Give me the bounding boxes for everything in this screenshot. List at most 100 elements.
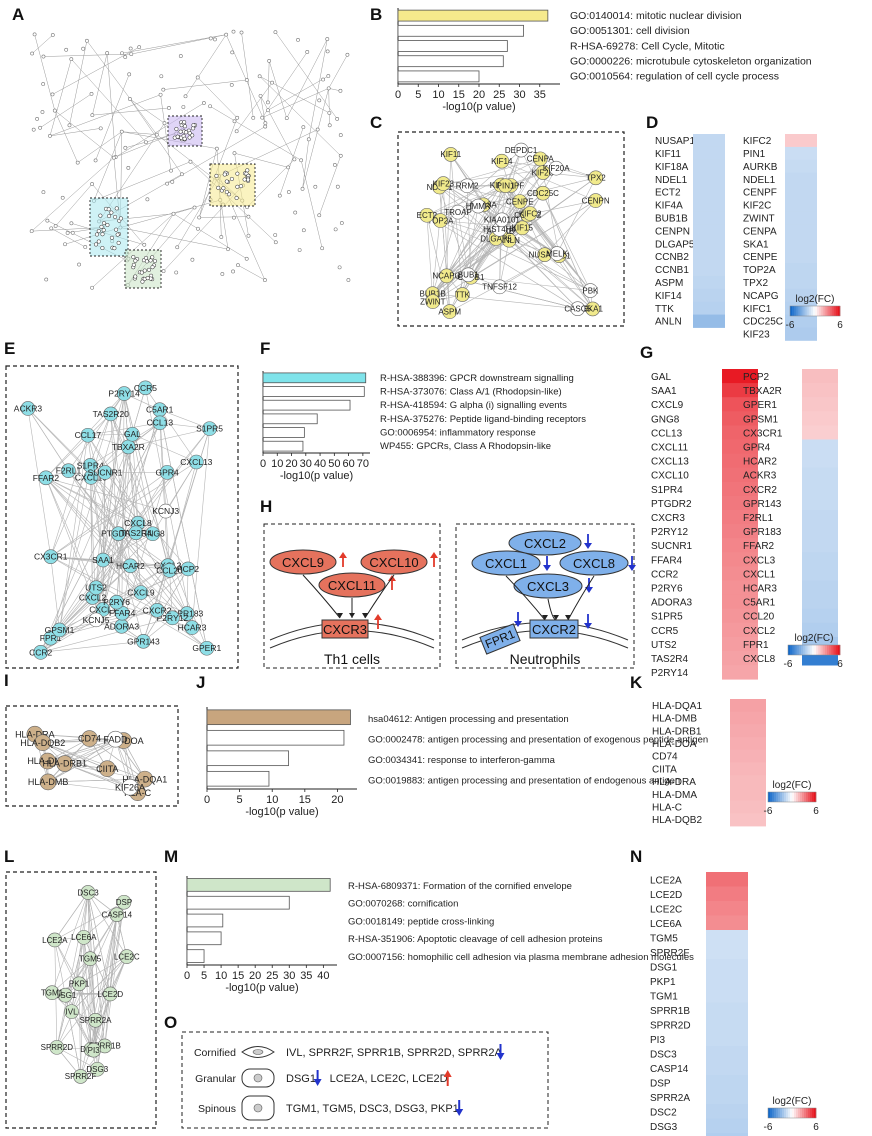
- bar-chart-J-tick-label: 0: [204, 794, 210, 806]
- heatmap-D-cell: [785, 237, 817, 251]
- network-E-gene-label: ADORA3: [104, 621, 139, 631]
- heatmap-K-scale-swatch: [768, 792, 771, 802]
- heatmap-N-gene-label: LCE2A: [650, 875, 682, 886]
- heatmap-N-cell: [706, 930, 748, 945]
- network-E-gene-label: FFAR4: [109, 608, 136, 618]
- heatmap-N-scale-swatch: [794, 1108, 797, 1118]
- heatmap-N-gene-label: LCE2C: [650, 904, 682, 915]
- heatmap-G-gene-label: CXCL9: [651, 400, 684, 411]
- bar-chart-J-bar: [206, 770, 270, 787]
- bar-chart-J-bar: [206, 750, 289, 767]
- panel-letter-F: F: [260, 339, 270, 358]
- network-E-gene-label: TBXA2R: [112, 442, 145, 452]
- bar-chart-J-tick-label: 10: [266, 794, 278, 806]
- network-A-node: [126, 166, 131, 170]
- heatmap-D-gene-label: KIF18A: [655, 162, 689, 173]
- bar-chart-F-category-label: GO:0006954: inflammatory response: [380, 428, 536, 439]
- heatmap-D-cell: [693, 198, 725, 212]
- network-A-node: [201, 101, 206, 105]
- network-A-node: [64, 47, 69, 52]
- network-A-node: [197, 215, 202, 220]
- heatmap-G-cell: [802, 580, 838, 595]
- network-A-node: [77, 262, 81, 267]
- heatmap-D-gene-label: KIFC2: [743, 136, 772, 147]
- network-L-gene-label: PI3: [88, 1046, 101, 1055]
- network-A-node: [263, 121, 268, 126]
- heatmap-N-scale-swatch: [770, 1108, 773, 1118]
- heatmap-K-gene-label: HLA-C: [652, 803, 682, 814]
- network-L-edge: [54, 939, 80, 984]
- bar-chart-M-bar: [186, 913, 224, 928]
- network-E-edge: [102, 533, 119, 610]
- network-A-node: [70, 230, 75, 235]
- network-E-edge: [27, 408, 69, 471]
- heatmap-N-cell: [706, 1046, 748, 1061]
- heatmap-G-cell: [802, 495, 838, 511]
- network-A-node: [81, 46, 86, 51]
- heatmap-N-scale-label: log2(FC): [773, 1096, 812, 1107]
- heatmap-G-gene-label: FFAR2: [743, 541, 775, 552]
- network-E-edge: [121, 472, 168, 627]
- network-E-node: [80, 427, 96, 443]
- network-L-gene-label: LCE2A: [42, 936, 68, 945]
- network-E-edge: [40, 446, 129, 653]
- bar-chart-F-bar: [262, 413, 318, 425]
- network-A-node: [50, 92, 55, 97]
- bar-chart-F-tick-label: 0: [260, 458, 266, 470]
- heatmap-D-scale-swatch: [827, 306, 830, 316]
- network-A-node: [49, 226, 54, 231]
- network-A-cluster-node: [184, 130, 189, 135]
- bar-chart-B-category-label: GO:0010564: regulation of cell cycle pro…: [570, 71, 779, 83]
- network-A-edge: [236, 82, 273, 132]
- heatmap-G-scale-swatch: [822, 645, 826, 655]
- network-A-node: [267, 58, 272, 63]
- network-A-edge: [129, 98, 165, 124]
- network-E-gene-label: TAS2R20: [93, 409, 129, 419]
- network-A-node: [326, 74, 331, 78]
- heatmap-K-scale-swatch: [780, 792, 783, 802]
- heatmap-D-cell: [693, 250, 725, 264]
- network-A-cluster-node: [116, 240, 121, 245]
- network-C-gene-label: KIF20A: [543, 164, 570, 173]
- network-A-cluster-node: [106, 214, 112, 219]
- network-E-edge: [159, 409, 210, 429]
- network-A-node: [63, 242, 67, 247]
- network-E-edge: [130, 565, 173, 619]
- heatmap-G-gene-label: GNG8: [651, 414, 680, 425]
- bar-chart-B-bar: [397, 70, 480, 83]
- network-A-edge: [54, 110, 115, 158]
- panel-letter-E: E: [4, 339, 15, 358]
- heatmap-G-gene-label: GPR4: [743, 442, 771, 453]
- network-A-edge: [160, 94, 172, 171]
- network-C-gene-label: BUB1B: [419, 289, 445, 298]
- network-A-cluster-node: [140, 279, 145, 284]
- network-I-edge: [115, 739, 131, 788]
- network-A-node: [313, 184, 318, 189]
- network-A-node: [45, 218, 50, 223]
- network-A-cluster-node: [114, 206, 119, 211]
- network-A-node: [232, 151, 237, 156]
- network-L-gene-label: DSG1: [54, 991, 76, 1000]
- heatmap-G-scale-swatch: [788, 645, 791, 655]
- network-A-node: [263, 124, 268, 129]
- heatmap-D-gene-label: CDC25C: [743, 317, 783, 328]
- network-L-gene-label: LCE2D: [97, 990, 123, 999]
- network-C-gene-label: KIF14: [491, 157, 513, 166]
- network-E-edge: [50, 565, 168, 639]
- network-A-cluster-node: [182, 120, 187, 125]
- network-A-node: [84, 38, 89, 43]
- heatmap-D-gene-label: ZWINT: [743, 213, 775, 224]
- panel-letter-A: A: [12, 5, 24, 24]
- network-A-node: [257, 74, 262, 79]
- network-L-gene-label: TGM1: [41, 989, 64, 998]
- heatmap-G-gene-label: ACKR3: [743, 471, 777, 482]
- heatmap-G-gene-label: SUCNR1: [651, 541, 693, 552]
- ligand-node: [360, 549, 428, 575]
- bar-chart-M-tick-label: 35: [300, 970, 312, 982]
- heatmap-D-cell: [785, 198, 817, 212]
- heatmap-G-gene-label: CCR2: [651, 569, 679, 580]
- network-A-cluster-node: [245, 177, 251, 182]
- heatmap-G-gene-label: CX3CR1: [743, 428, 783, 439]
- network-E-gene-label: GPR4: [156, 467, 179, 477]
- network-A-cluster-node: [93, 242, 99, 247]
